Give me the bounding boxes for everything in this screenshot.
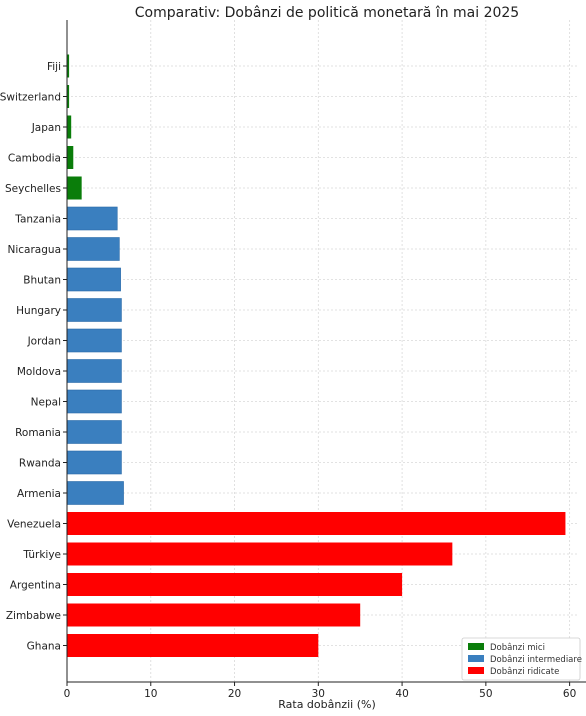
bar-hungary	[66, 298, 122, 322]
category-label: Armenia	[17, 488, 61, 500]
category-label: Argentina	[10, 580, 61, 592]
bar-zimbabwe	[67, 603, 361, 627]
bar-bhutan	[66, 267, 121, 292]
bars	[66, 54, 566, 657]
bar-switzerland	[67, 85, 70, 108]
category-label: Ghana	[27, 641, 61, 653]
x-tick-label: 0	[64, 688, 71, 700]
bar-cambodia	[67, 146, 74, 169]
x-tick-label: 30	[312, 688, 325, 700]
legend-box	[461, 637, 581, 681]
category-label: Hungary	[16, 305, 61, 317]
bar-seychelles	[67, 176, 82, 200]
axes	[66, 20, 586, 683]
legend-label: Dobânzi intermediare	[490, 655, 582, 665]
category-label: Rwanda	[19, 458, 61, 470]
category-label: Nicaragua	[8, 244, 61, 256]
bar-romania	[66, 420, 122, 444]
bar-rwanda	[66, 450, 122, 475]
bar-argentina	[67, 573, 403, 596]
category-label: Türkiye	[22, 549, 61, 561]
x-tick-label: 50	[479, 688, 492, 700]
category-label: Venezuela	[7, 519, 61, 531]
x-tick-label: 20	[228, 688, 241, 700]
category-label: Bhutan	[23, 275, 61, 287]
legend: Dobânzi mici Dobânzi intermediare Dobânzi …	[461, 637, 582, 681]
bar-nicaragua	[66, 237, 120, 261]
category-label: Seychelles	[5, 183, 61, 195]
legend-swatch-ridicate	[468, 667, 484, 674]
category-label: Romania	[15, 427, 61, 439]
bar-fiji	[67, 54, 70, 78]
category-label: Switzerland	[0, 92, 61, 104]
bar-moldova	[66, 359, 122, 383]
x-tick-label: 60	[563, 688, 576, 700]
chart-title: Comparativ: Dobânzi de politică monetară…	[135, 5, 519, 21]
legend-swatch-intermediare	[468, 655, 484, 662]
bar-japan	[67, 115, 72, 139]
category-label: Japan	[31, 122, 61, 134]
category-labels: Fiji Switzerland Japan Cambodia Seychelles Ta…	[0, 61, 67, 653]
legend-label: Dobânzi mici	[490, 643, 545, 653]
bar-tanzania	[66, 206, 118, 231]
x-tick-labels: 0 10 20 30 40 50 60	[64, 682, 576, 700]
bar-türkiye	[67, 542, 453, 566]
x-axis-label: Rata dobânzii (%)	[278, 698, 376, 711]
x-tick-label: 40	[395, 688, 408, 700]
legend-label: Dobânzi ridicate	[490, 667, 559, 677]
bar-jordan	[66, 328, 122, 353]
category-label: Moldova	[17, 366, 61, 378]
category-label: Nepal	[31, 397, 61, 409]
legend-swatch-mici	[468, 643, 484, 650]
x-tick-label: 10	[144, 688, 157, 700]
bar-venezuela	[67, 512, 566, 535]
bar-armenia	[66, 481, 124, 505]
category-label: Fiji	[47, 61, 61, 73]
category-label: Cambodia	[8, 153, 61, 165]
category-label: Zimbabwe	[6, 610, 61, 622]
category-label: Tanzania	[14, 214, 61, 226]
category-label: Jordan	[27, 336, 61, 348]
bar-ghana	[67, 634, 319, 657]
bar-nepal	[66, 389, 122, 414]
